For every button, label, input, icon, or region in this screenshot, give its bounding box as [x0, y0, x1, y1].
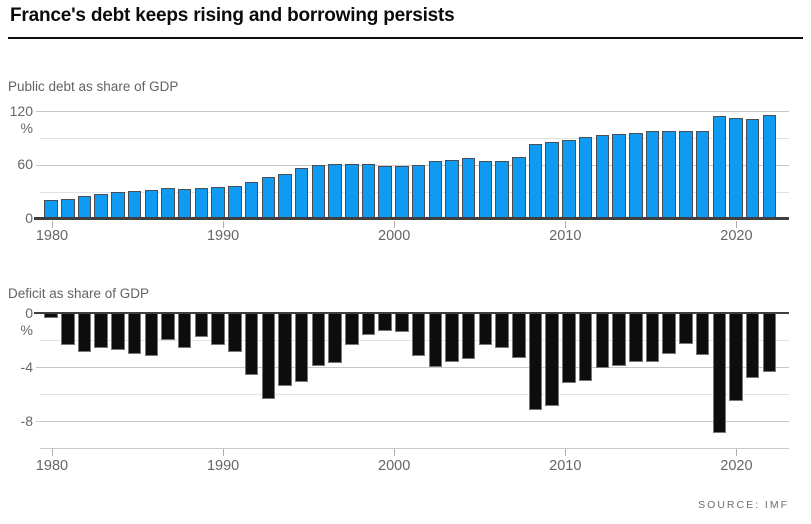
x-tick-label: 2000	[378, 228, 411, 244]
y-tick-label: -4	[20, 358, 33, 375]
page-title: France's debt keeps rising and borrowing…	[10, 5, 455, 26]
deficit-bar	[679, 313, 693, 344]
zero-axis-line	[34, 311, 789, 315]
debt-chart-label: Public debt as share of GDP	[8, 79, 179, 94]
x-tick-label: 1980	[35, 228, 69, 244]
x-tick	[52, 449, 53, 456]
source-credit: SOURCE: IMF	[698, 499, 789, 511]
gridline	[36, 111, 789, 112]
deficit-bar	[345, 313, 359, 346]
y-tick-label: 0	[25, 210, 33, 226]
deficit-bar	[411, 313, 426, 357]
deficit-bar	[629, 313, 643, 362]
deficit-bar	[161, 313, 175, 340]
x-tick	[736, 220, 738, 228]
deficit-bar	[294, 313, 309, 382]
zero-axis-line	[34, 217, 789, 220]
axis-baseline	[40, 448, 789, 449]
x-tick	[223, 220, 225, 228]
x-tick-label: 2010	[549, 228, 582, 244]
x-tick-label: 1990	[206, 228, 240, 244]
x-tick	[736, 449, 738, 456]
x-tick	[565, 220, 567, 228]
deficit-bar	[428, 313, 443, 367]
deficit-bar	[645, 313, 660, 362]
deficit-bar	[662, 313, 676, 354]
deficit-bar	[61, 313, 75, 346]
deficit-bar	[495, 313, 509, 349]
x-tick	[394, 220, 396, 228]
x-tick-label: 1990	[206, 457, 240, 474]
y-tick-label: 0	[25, 304, 33, 321]
deficit-bar	[478, 313, 493, 346]
deficit-bar	[378, 313, 392, 331]
x-tick-label: 1980	[35, 457, 69, 474]
x-tick-label: 2000	[378, 457, 411, 474]
deficit-bar	[311, 313, 326, 366]
x-tick	[394, 449, 396, 456]
deficit-bar	[461, 313, 476, 359]
deficit-bar	[228, 313, 242, 353]
deficit-bar	[762, 313, 777, 373]
deficit-bar	[261, 313, 276, 400]
deficit-bar	[695, 313, 710, 355]
x-tick-label: 2020	[720, 457, 753, 474]
deficit-bar	[244, 313, 259, 376]
deficit-bar	[512, 313, 526, 358]
deficit-bar	[211, 313, 225, 346]
deficit-bar	[562, 313, 576, 384]
deficit-bar	[144, 313, 159, 357]
gridline	[40, 137, 789, 139]
deficit-bar	[111, 313, 125, 350]
y-tick-label: 60	[17, 156, 33, 173]
deficit-bar	[445, 313, 459, 362]
deficit-bar	[612, 313, 626, 366]
x-tick	[565, 449, 567, 456]
x-tick	[223, 449, 225, 456]
deficit-bar	[545, 313, 559, 407]
deficit-bar	[729, 313, 743, 401]
deficit-bar	[395, 313, 409, 332]
gridline	[36, 367, 789, 368]
deficit-bar	[94, 313, 108, 349]
deficit-bar	[528, 313, 543, 411]
gridline	[36, 421, 789, 422]
deficit-bar	[127, 313, 142, 354]
title-divider	[8, 37, 803, 39]
x-tick-label: 2020	[720, 228, 753, 244]
deficit-bar	[194, 313, 209, 338]
y-axis-unit-label: %	[20, 120, 33, 136]
gridline	[40, 394, 789, 395]
deficit-bar	[77, 313, 92, 353]
deficit-bar	[177, 313, 192, 349]
deficit-bar	[361, 313, 376, 335]
deficit-bar	[578, 313, 593, 381]
y-axis-unit-label: %	[20, 322, 33, 338]
deficit-chart-label: Deficit as share of GDP	[8, 286, 150, 301]
deficit-bar	[745, 313, 760, 378]
x-tick-label: 2010	[549, 457, 582, 474]
y-tick-label: -8	[20, 412, 33, 429]
x-tick	[52, 220, 53, 228]
deficit-bar	[328, 313, 342, 363]
y-tick-label: 120	[9, 102, 33, 119]
deficit-bar	[278, 313, 292, 386]
deficit-bar	[595, 313, 610, 369]
deficit-bar	[712, 313, 727, 434]
